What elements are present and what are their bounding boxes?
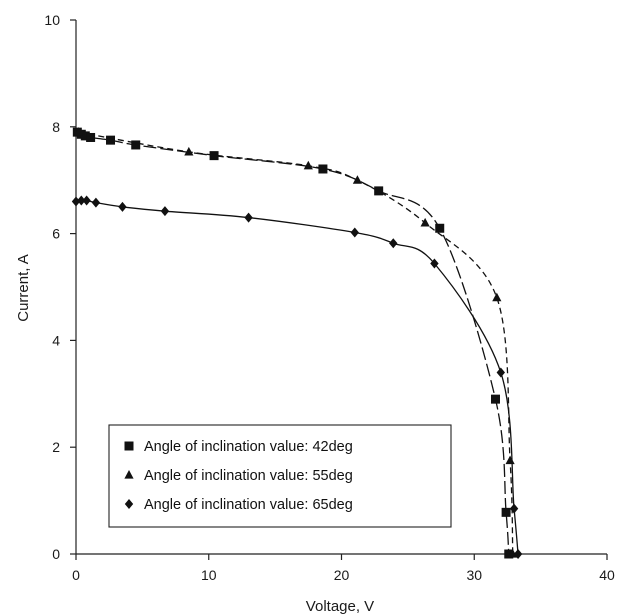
x-tick-label: 30: [466, 567, 482, 583]
data-point-series-2: [492, 292, 502, 302]
legend-marker-1: [124, 441, 134, 451]
x-tick-label: 10: [201, 567, 217, 583]
y-tick-label: 6: [52, 226, 60, 242]
legend-marker-2: [124, 470, 134, 479]
data-point-series-2: [74, 127, 84, 136]
y-tick-label: 0: [52, 546, 60, 562]
x-tick-label: 20: [334, 567, 350, 583]
legend-label-1: Angle of inclination value: 42deg: [144, 439, 353, 455]
data-point-series-3: [496, 367, 505, 378]
legend: Angle of inclination value: 42deg Angle o…: [108, 424, 452, 528]
y-tick-label: 4: [52, 332, 60, 348]
data-point-series-3: [82, 195, 91, 206]
legend-label-3: Angle of inclination value: 65deg: [144, 497, 353, 513]
data-point-series-2: [184, 146, 194, 156]
axes: 0 10 20 30 40 0 2 4 6 8 10: [44, 12, 615, 583]
data-point-series-1: [318, 164, 328, 174]
data-point-series-3: [71, 196, 81, 207]
data-point-series-3: [118, 201, 127, 212]
data-point-series-2: [420, 217, 430, 227]
data-point-series-2: [508, 549, 518, 558]
data-point-series-2: [352, 175, 363, 184]
data-point-series-3: [509, 503, 519, 514]
data-point-series-1: [209, 151, 219, 161]
data-point-series-1: [435, 223, 445, 233]
data-point-series-3: [244, 212, 253, 223]
data-point-series-3: [160, 206, 170, 217]
y-tick-label: 2: [52, 439, 60, 455]
y-tick-label: 8: [52, 119, 60, 135]
data-point-series-1: [374, 186, 384, 196]
x-tick-label: 0: [72, 567, 80, 583]
data-point-series-3: [513, 549, 523, 559]
x-axis-label: Voltage, V: [306, 598, 374, 614]
data-point-series-1: [504, 549, 514, 559]
data-point-series-1: [106, 135, 116, 145]
y-tick-label: 10: [44, 12, 60, 28]
data-point-series-1: [131, 140, 141, 150]
y-axis-label: Current, A: [15, 254, 32, 322]
series-markers: [71, 127, 523, 559]
legend-marker-3: [124, 499, 134, 509]
x-tick-label: 40: [599, 567, 615, 583]
data-point-series-3: [350, 227, 359, 238]
data-point-series-1: [86, 132, 96, 142]
legend-label-2: Angle of inclination value: 55deg: [144, 468, 353, 484]
data-point-series-1: [501, 507, 511, 517]
data-point-series-3: [91, 197, 101, 208]
data-point-series-2: [303, 160, 313, 170]
data-point-series-3: [389, 238, 398, 249]
data-point-series-2: [505, 455, 515, 465]
data-point-series-1: [80, 131, 90, 141]
data-point-series-1: [490, 394, 500, 404]
legend-box: [108, 424, 452, 528]
data-point-series-3: [77, 195, 86, 206]
data-point-series-3: [430, 258, 439, 269]
